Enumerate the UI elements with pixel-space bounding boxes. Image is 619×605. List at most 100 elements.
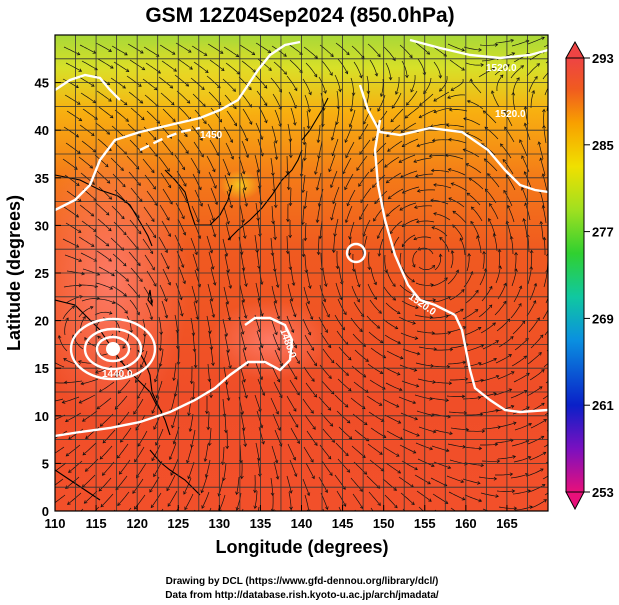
y-axis-label: Latitude (degrees) <box>4 195 24 351</box>
credit-data: Data from http://database.rish.kyoto-u.a… <box>165 590 439 601</box>
streamline <box>223 462 227 481</box>
streamline-arrowhead <box>157 70 161 74</box>
x-axis-ticks: 110 115 120 125 130 135 140 145 150 155 160 165 <box>45 505 518 531</box>
streamline <box>446 124 465 128</box>
streamline-arrowhead <box>139 149 143 154</box>
streamline-arrowhead <box>488 217 492 222</box>
streamline-arrowhead <box>399 355 404 360</box>
streamline <box>334 394 349 408</box>
streamline <box>433 296 451 303</box>
streamline-arrowhead <box>91 181 95 185</box>
streamline <box>236 492 242 511</box>
y-tick-label: 45 <box>35 76 49 91</box>
streamline-arrowhead <box>118 471 123 475</box>
streamline <box>114 269 129 282</box>
streamline-arrowhead <box>310 459 314 463</box>
streamline-arrowhead <box>122 85 126 89</box>
streamline <box>117 443 129 459</box>
cool-region-north <box>80 40 320 120</box>
streamline <box>495 265 501 284</box>
streamline-arrowhead <box>151 457 155 462</box>
streamline <box>494 301 507 316</box>
streamline <box>463 446 482 449</box>
streamline-arrowhead <box>119 518 122 521</box>
streamline-arrowhead <box>385 179 390 184</box>
streamline-arrowhead <box>459 237 463 242</box>
streamline-arrowhead <box>388 76 393 81</box>
streamline <box>512 92 516 111</box>
streamline-arrowhead <box>184 133 188 138</box>
streamline-arrowhead <box>108 258 112 262</box>
streamline <box>336 251 339 269</box>
streamline <box>225 62 240 75</box>
streamline-arrowhead <box>415 305 419 310</box>
streamline <box>302 206 305 225</box>
streamline-arrowhead <box>445 123 450 128</box>
streamline <box>540 221 544 240</box>
streamline-arrowhead <box>61 400 66 404</box>
streamline-arrowhead <box>512 455 517 459</box>
streamline <box>316 204 321 223</box>
streamline <box>208 251 214 270</box>
streamline <box>271 285 277 304</box>
streamline <box>543 109 545 128</box>
streamline-arrowhead <box>164 298 168 302</box>
streamline-arrowhead <box>477 395 482 400</box>
streamline-arrowhead <box>208 330 212 334</box>
streamline-arrowhead <box>301 253 306 258</box>
streamline <box>384 254 388 273</box>
streamline-arrowhead <box>123 101 128 106</box>
streamline-arrowhead <box>448 137 452 142</box>
streamline <box>255 202 259 221</box>
streamline <box>529 451 546 461</box>
streamline-arrowhead <box>552 66 555 69</box>
streamline-arrowhead <box>330 137 335 141</box>
streamline-arrowhead <box>235 507 240 511</box>
streamline <box>484 126 499 140</box>
streamline <box>335 362 349 376</box>
contour-label-1520-north: 1520.0 <box>486 63 517 74</box>
streamline-arrowhead <box>525 473 529 477</box>
streamline-arrowhead <box>105 212 110 216</box>
streamline <box>383 446 400 457</box>
streamline <box>542 72 548 80</box>
streamline-arrowhead <box>278 89 282 93</box>
streamline-arrowhead <box>77 360 82 364</box>
streamline-arrowhead <box>556 372 559 375</box>
streamline-arrowhead <box>194 300 198 304</box>
streamline <box>240 332 246 351</box>
streamline-arrowhead <box>152 234 157 239</box>
streamline-arrowhead <box>242 235 247 239</box>
streamline-arrowhead <box>463 411 468 415</box>
streamline-arrowhead <box>244 395 248 399</box>
streamline-arrowhead <box>182 280 186 285</box>
streamline-arrowhead <box>114 373 119 377</box>
streamline-arrowhead <box>346 51 350 56</box>
streamline <box>545 296 548 304</box>
streamline <box>349 221 355 240</box>
y-tick-label: 5 <box>42 456 49 471</box>
streamline-arrowhead <box>99 456 104 460</box>
streamline <box>256 330 263 348</box>
streamline <box>380 78 384 97</box>
streamline <box>496 405 514 412</box>
streamline-arrowhead <box>224 381 229 385</box>
streamline <box>258 426 265 445</box>
streamline <box>95 122 110 135</box>
streamline-arrowhead <box>432 429 437 434</box>
streamline <box>385 62 392 80</box>
streamline <box>412 250 418 268</box>
streamline-arrowhead <box>270 492 275 497</box>
streamline-arrowhead <box>513 421 517 426</box>
streamline-arrowhead <box>296 360 300 365</box>
streamline-arrowhead <box>184 506 188 511</box>
streamline <box>350 77 354 96</box>
streamline <box>174 378 179 397</box>
streamline-arrowhead <box>303 237 308 242</box>
streamline <box>353 461 367 475</box>
streamline-arrowhead <box>345 154 349 159</box>
streamline <box>94 311 113 316</box>
streamline-arrowhead <box>329 184 334 189</box>
streamline-arrowhead <box>187 475 191 480</box>
streamline <box>523 218 528 237</box>
